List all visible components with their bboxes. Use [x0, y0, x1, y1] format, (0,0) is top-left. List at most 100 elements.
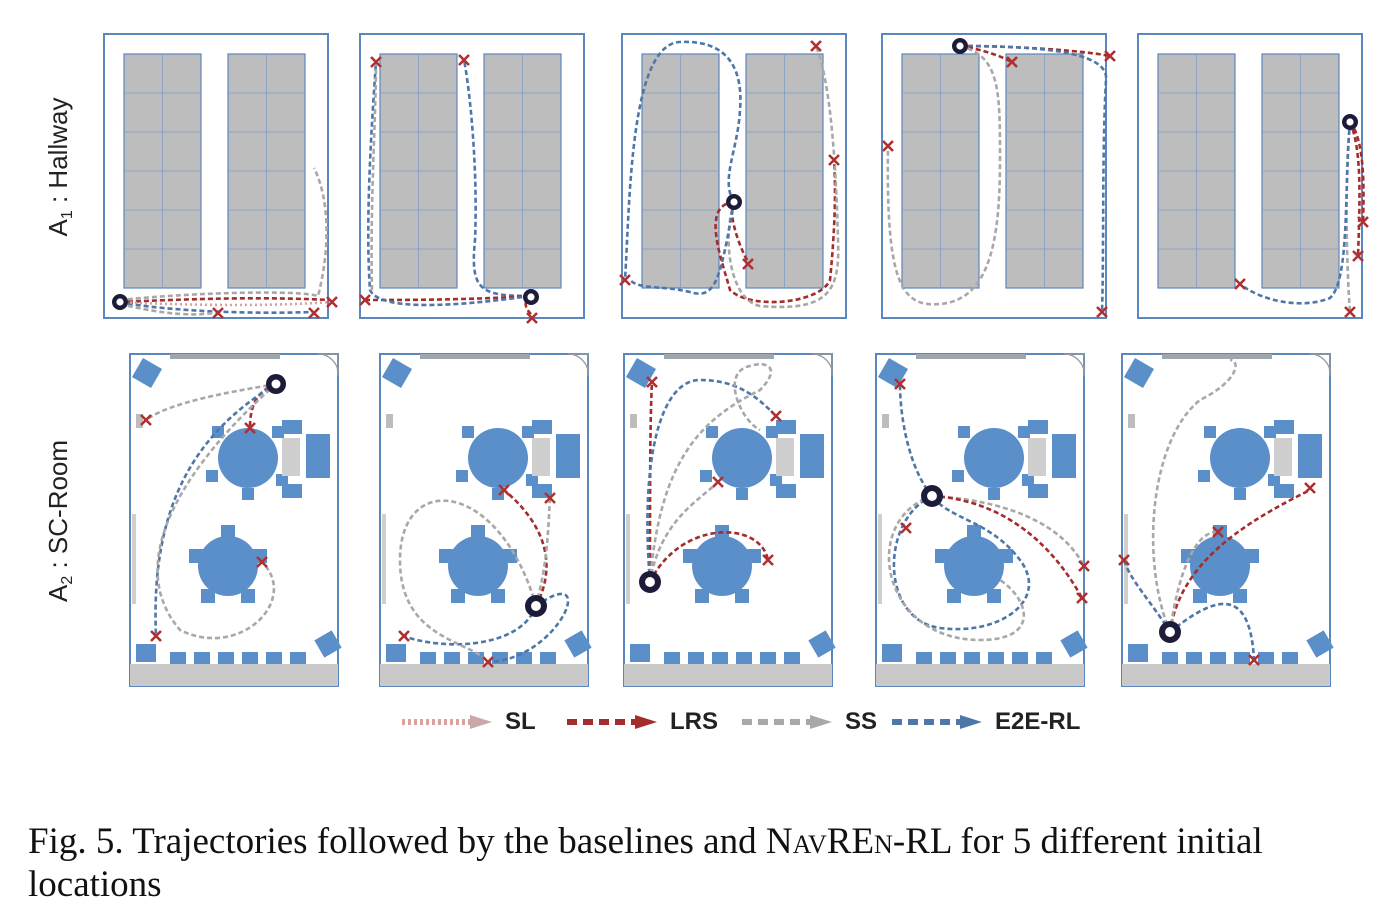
desk-chair — [468, 652, 484, 664]
door-icon — [317, 353, 339, 377]
round-table — [218, 428, 278, 488]
side-board — [132, 514, 136, 604]
panel-frame — [379, 353, 589, 687]
table-chair — [958, 426, 970, 438]
trajectory-e2e — [403, 605, 538, 646]
goal-marker-icon — [398, 630, 410, 642]
front-desk — [876, 664, 1084, 686]
trajectory-lrs — [1348, 121, 1365, 223]
goal-marker-icon — [770, 410, 782, 422]
door-icon — [1063, 353, 1085, 377]
table-chair — [1018, 426, 1030, 438]
corner-chair — [1128, 644, 1148, 662]
goal-marker-icon — [882, 140, 894, 152]
trajectory-lrs — [1348, 121, 1361, 257]
trajectory-ss — [886, 44, 1002, 306]
table-chair — [935, 549, 949, 563]
desk-chair — [218, 652, 234, 664]
trajectory-ss — [145, 382, 277, 422]
goal-marker-icon — [1118, 554, 1130, 566]
cabinet — [800, 434, 824, 478]
trajectory-e2e — [1122, 559, 1172, 633]
legend-label-e2e-rl: E2E-RL — [995, 708, 1081, 735]
table-chair — [492, 488, 504, 500]
goal-marker-icon — [150, 630, 162, 642]
table-chair — [276, 474, 288, 486]
desk-chair — [420, 652, 436, 664]
table-chair — [1193, 589, 1207, 603]
goal-marker-icon — [712, 476, 724, 488]
table-chair — [736, 488, 748, 500]
corner-chair — [1060, 630, 1088, 658]
row-label-sc-room: A2 : SC-Room — [43, 439, 76, 602]
legend-label-sl: SL — [505, 708, 536, 735]
door-icon — [567, 353, 589, 377]
corner-chair — [1123, 357, 1155, 389]
legend-item-sl: SL — [400, 704, 536, 740]
table-chair — [503, 549, 517, 563]
goal-marker-icon — [544, 492, 556, 504]
trajectory-ss — [156, 383, 277, 640]
desk-chair — [1258, 652, 1274, 664]
method-name: NavREn — [765, 821, 893, 862]
goal-marker-icon — [762, 554, 774, 566]
table-chair — [522, 426, 534, 438]
trajectory-sl — [119, 300, 331, 307]
corner-chair — [136, 644, 156, 662]
goal-marker-icon — [1304, 482, 1316, 494]
table-chair — [1234, 488, 1246, 500]
goal-marker-icon — [1078, 560, 1090, 572]
trajectory-lrs — [931, 494, 1084, 599]
table-chair — [462, 426, 474, 438]
desk-chair — [242, 652, 258, 664]
desk-chair — [1162, 652, 1178, 664]
pentagon-table — [198, 536, 258, 596]
trajectory-e2e — [892, 494, 1031, 631]
top-shelf — [1162, 354, 1272, 359]
small-chair — [1274, 484, 1294, 498]
goal-marker-icon — [140, 414, 152, 426]
small-chair — [1028, 484, 1048, 498]
corner-chair — [630, 644, 650, 662]
trajectory-ss — [648, 481, 719, 583]
table-chair — [189, 549, 203, 563]
pentagon-table — [448, 536, 508, 596]
table-chair — [1022, 474, 1034, 486]
trajectory-ss — [648, 363, 773, 583]
trajectory-lrs — [714, 159, 837, 304]
trajectory-e2e — [462, 59, 531, 298]
cabinet — [306, 434, 330, 478]
corner-chair — [131, 357, 163, 389]
table-chair — [241, 589, 255, 603]
e2e-rl-line-icon — [892, 715, 982, 729]
table-chair — [451, 589, 465, 603]
hallway-panel-5 — [1137, 33, 1369, 319]
corner-chair — [625, 357, 657, 389]
table-chair — [456, 470, 468, 482]
pentagon-table — [692, 536, 752, 596]
table-chair — [206, 470, 218, 482]
hallway-panel-1 — [103, 33, 338, 319]
trajectory-e2e — [959, 44, 1108, 313]
table-chair — [700, 470, 712, 482]
front-desk — [1122, 664, 1330, 686]
top-shelf — [664, 354, 774, 359]
cabinet — [1298, 434, 1322, 478]
trajectory-e2e — [1169, 602, 1256, 661]
legend-label-lrs: LRS — [670, 708, 718, 735]
desk-chair — [760, 652, 776, 664]
table-chair — [471, 525, 485, 539]
table-chair — [706, 426, 718, 438]
table-chair — [1264, 426, 1276, 438]
goal-marker-icon — [828, 154, 840, 166]
front-desk — [130, 664, 338, 686]
desk-chair — [736, 652, 752, 664]
cart — [532, 438, 550, 476]
round-table — [712, 428, 772, 488]
goal-marker-icon — [894, 378, 906, 390]
cart — [1274, 438, 1292, 476]
door-icon — [1309, 353, 1331, 377]
pentagon-table — [1190, 536, 1250, 596]
goal-marker-icon — [498, 484, 510, 496]
cart — [1028, 438, 1046, 476]
